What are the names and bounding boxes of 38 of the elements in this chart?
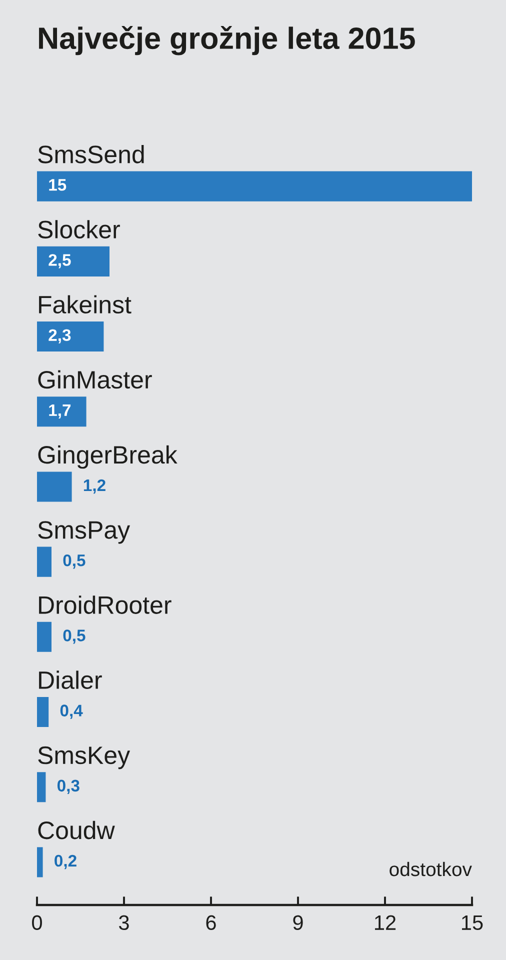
- bar: [37, 171, 472, 202]
- x-tick-label: 15: [462, 915, 483, 930]
- y-tick-label: SmsSend: [38, 144, 144, 164]
- x-tick-label: 9: [293, 915, 303, 930]
- bar: [37, 772, 46, 802]
- chart-title: Največje grožnje leta 2015: [39, 26, 415, 56]
- bar: [37, 396, 86, 427]
- y-tick-label: Fakeinst: [39, 295, 132, 314]
- x-axis-title: odstotkov: [390, 862, 472, 876]
- bar: [37, 546, 52, 577]
- data-label: 2,5: [48, 254, 71, 268]
- x-tick-label: 3: [119, 915, 129, 930]
- y-tick-label: SmsKey: [38, 746, 130, 770]
- y-tick-label: Coudw: [38, 820, 115, 840]
- x-tick-label: 12: [375, 915, 396, 930]
- data-label: 1,2: [84, 479, 106, 494]
- data-label: 0,4: [60, 704, 83, 719]
- data-label: 1,7: [49, 404, 71, 419]
- y-tick-label: DroidRooter: [39, 596, 172, 614]
- bar: [37, 622, 52, 652]
- bar: [37, 847, 43, 878]
- data-label: 0,2: [54, 854, 76, 870]
- data-label: 0,5: [63, 554, 86, 569]
- bar: [37, 696, 49, 728]
- y-tick-label: GingerBreak: [38, 445, 178, 469]
- data-label: 0,5: [63, 630, 86, 644]
- y-tick-label: SmsPay: [38, 521, 130, 544]
- y-tick-label: Dialer: [39, 670, 102, 690]
- data-label: 0,3: [57, 780, 80, 794]
- y-tick-label: GinMaster: [38, 370, 152, 389]
- data-label: 15: [49, 179, 66, 191]
- bar: [37, 472, 72, 502]
- y-tick-label: Slocker: [38, 220, 120, 238]
- x-tick-label: 6: [206, 915, 216, 930]
- bar: [37, 246, 110, 276]
- bar: [37, 321, 104, 352]
- x-tick-label: 0: [32, 915, 42, 930]
- data-label: 2,3: [48, 329, 71, 344]
